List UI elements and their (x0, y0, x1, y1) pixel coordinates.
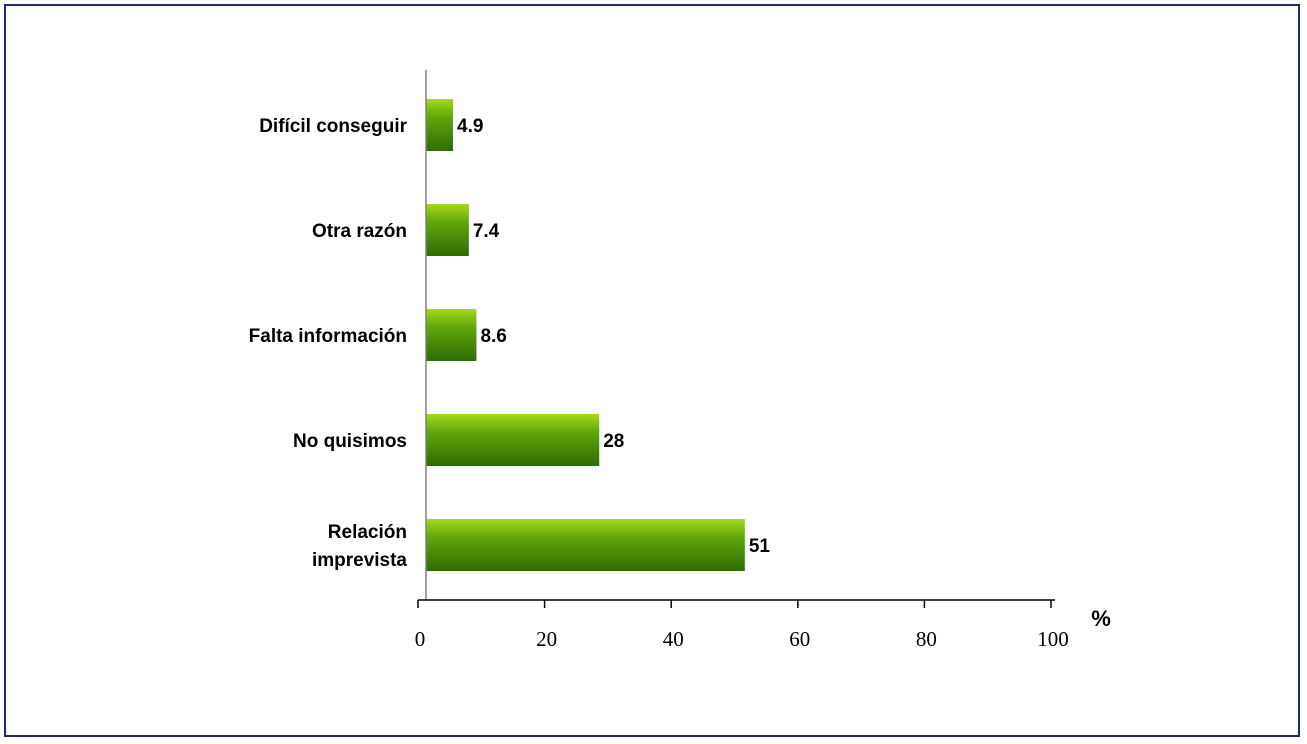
category-label-4: Relación imprevista (312, 522, 407, 571)
chart-frame (4, 4, 1300, 737)
x-tick-label-0: 0 (415, 627, 426, 651)
x-tick-label-1: 20 (536, 627, 557, 651)
x-tick-label-3: 60 (789, 627, 810, 651)
labels-group: 4.9 Difícil conseguir 7.4 Otra razón 8.6 Falt… (249, 116, 1111, 651)
bar-2 (426, 309, 477, 361)
category-label-line: Falta información (249, 326, 407, 347)
category-label-line: imprevista (312, 550, 407, 571)
x-tick-label-2: 40 (663, 627, 684, 651)
value-label-3: 28 (603, 431, 624, 452)
bar-3 (426, 414, 600, 466)
bar-0 (426, 99, 454, 151)
category-label-line: No quisimos (293, 431, 407, 452)
x-tick-label-5: 100 (1037, 627, 1069, 651)
value-label-1: 7.4 (473, 221, 500, 242)
bars-group (426, 99, 745, 571)
category-label-line: Relación (328, 522, 407, 543)
value-label-4: 51 (749, 536, 771, 557)
bar-1 (426, 204, 469, 256)
value-label-2: 8.6 (480, 326, 506, 347)
category-label-0: Difícil conseguir (259, 116, 407, 137)
category-label-line: Otra razón (312, 221, 407, 242)
x-axis-unit-label: % (1091, 606, 1111, 631)
bar-4 (426, 519, 745, 571)
category-label-1: Otra razón (312, 221, 407, 242)
axes-group (417, 70, 1055, 608)
category-label-2: Falta información (249, 326, 407, 347)
category-label-3: No quisimos (293, 431, 407, 452)
x-tick-label-4: 80 (916, 627, 937, 651)
category-label-line: Difícil conseguir (259, 116, 407, 137)
value-label-0: 4.9 (457, 116, 483, 137)
